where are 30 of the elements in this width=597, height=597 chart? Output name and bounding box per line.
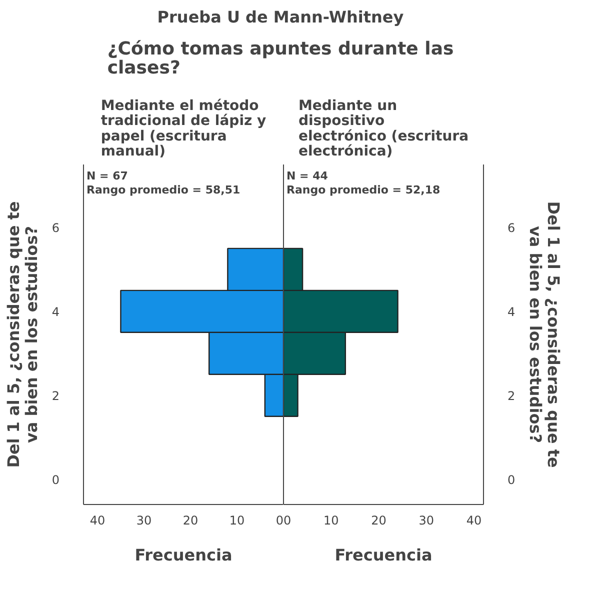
x-tick-label: 30 <box>136 514 152 528</box>
x-axis-title: Frecuencia <box>334 546 432 564</box>
y-tick-label: 2 <box>508 388 516 403</box>
y-tick-label: 0 <box>52 472 60 487</box>
x-tick-label: 20 <box>371 514 386 528</box>
y-tick-label: 6 <box>52 220 60 235</box>
y-axis-title: Del 1 al 5, ¿consideras que te va bien en los estudios? <box>526 201 564 468</box>
x-tick-label: 0 <box>276 514 284 528</box>
y-tick-label: 2 <box>52 388 60 403</box>
y-tick-label: 4 <box>52 304 60 319</box>
x-tick-label: 10 <box>229 514 245 528</box>
y-tick-label: 6 <box>508 220 516 235</box>
annotation: Rango promedio = 52,18 <box>286 184 440 196</box>
x-tick-label: 30 <box>418 514 434 528</box>
x-tick-label: 0 <box>284 514 292 528</box>
y-tick-label: 4 <box>508 304 516 319</box>
x-tick-label: 20 <box>182 514 198 528</box>
annotation: N = 67 <box>86 170 128 182</box>
x-tick-label: 40 <box>90 514 106 528</box>
y-tick-label: 0 <box>508 472 516 487</box>
y-axis-title: Del 1 al 5, ¿consideras que te va bien en los estudios? <box>4 201 41 468</box>
x-axis-title: Frecuencia <box>134 546 232 564</box>
chart-title: Mediante un dispositivo electrónico (escritura electrónica) <box>298 98 469 160</box>
x-tick-label: 10 <box>323 514 339 528</box>
chart-title: Mediante el método tradicional de lápiz y papel (escritura manual) <box>100 98 266 160</box>
annotation: Rango promedio = 58,51 <box>86 184 240 196</box>
text: ¿Cómo tomas apuntes durante las clases? <box>107 38 454 78</box>
text: Prueba U de Mann-Whitney <box>157 8 404 26</box>
annotation: N = 44 <box>286 170 328 182</box>
x-tick-label: 40 <box>466 514 482 528</box>
